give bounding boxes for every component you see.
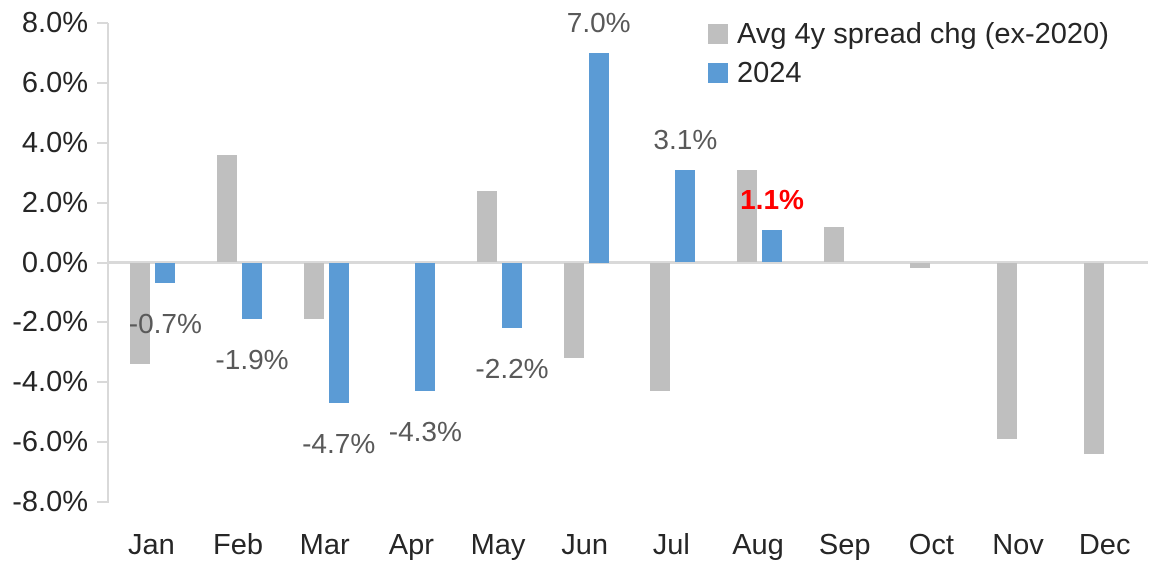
- bar-dec-avg-4y-spread-chg-ex-2020: [1083, 262, 1104, 455]
- y-tick-label-2-0: 2.0%: [21, 186, 88, 219]
- x-label-oct: Oct: [908, 529, 954, 561]
- y-tick-mark: [97, 81, 108, 84]
- bar-jan-2024: [155, 262, 176, 284]
- y-tick-label-4-0: 4.0%: [21, 126, 88, 159]
- bar-jan-avg-4y-spread-chg-ex-2020: [130, 262, 151, 365]
- data-label-jun: 7.0%: [566, 7, 631, 39]
- y-tick-mark: [97, 321, 108, 324]
- bar-jun-2024: [588, 52, 609, 263]
- x-label-jan: Jan: [127, 529, 175, 561]
- y-tick-mark: [97, 201, 108, 204]
- bar-jul-avg-4y-spread-chg-ex-2020: [650, 262, 671, 392]
- bar-may-avg-4y-spread-chg-ex-2020: [477, 190, 497, 263]
- bar-mar-2024: [328, 262, 349, 404]
- bar-nov-avg-4y-spread-chg-ex-2020: [997, 262, 1017, 440]
- data-label-mar: -4.7%: [302, 427, 376, 459]
- legend-item-2024: 2024: [708, 56, 802, 90]
- legend-item-avg-4y-spread-chg-ex-2020: Avg 4y spread chg (ex-2020): [708, 17, 1109, 51]
- data-label-apr: -4.3%: [388, 415, 462, 447]
- y-tick-label-8-0: -8.0%: [12, 486, 88, 518]
- x-label-feb: Feb: [213, 529, 263, 561]
- x-label-may: May: [470, 529, 526, 561]
- x-label-mar: Mar: [299, 529, 350, 561]
- y-tick-label-2-0: -2.0%: [12, 306, 88, 339]
- x-label-nov: Nov: [992, 529, 1044, 561]
- y-tick-label-8-0: 8.0%: [21, 7, 88, 39]
- bar-jul-2024: [675, 169, 696, 263]
- y-tick-label-4-0: -4.0%: [12, 366, 88, 399]
- bar-aug-avg-4y-spread-chg-ex-2020: [737, 169, 757, 263]
- bar-sep-avg-4y-spread-chg-ex-2020: [823, 226, 844, 263]
- x-label-sep: Sep: [818, 529, 871, 561]
- legend-label-2024: 2024: [737, 57, 802, 89]
- y-tick-mark: [97, 141, 108, 144]
- legend-swatch-avg-4y-spread-chg-ex-2020: [708, 24, 728, 44]
- y-tick-mark: [97, 441, 108, 444]
- y-tick-label-6-0: 6.0%: [21, 66, 88, 99]
- bar-feb-2024: [242, 262, 262, 320]
- bar-oct-avg-4y-spread-chg-ex-2020: [910, 262, 931, 269]
- legend-label-avg-4y-spread-chg-ex-2020: Avg 4y spread chg (ex-2020): [737, 18, 1109, 50]
- x-label-dec: Dec: [1078, 529, 1131, 561]
- y-tick-label-6-0: -6.0%: [12, 426, 88, 459]
- bar-aug-2024: [762, 229, 782, 263]
- zero-line: [108, 261, 1148, 264]
- y-tick-mark: [97, 261, 108, 264]
- bar-apr-2024: [415, 262, 436, 392]
- bar-jun-avg-4y-spread-chg-ex-2020: [563, 262, 584, 359]
- y-tick-mark: [97, 22, 108, 24]
- x-label-aug: Aug: [732, 529, 784, 561]
- data-label-jul: 3.1%: [653, 124, 718, 156]
- x-label-apr: Apr: [388, 529, 434, 561]
- data-label-feb: -1.9%: [215, 343, 289, 375]
- data-label-aug: 1.1%: [740, 184, 804, 216]
- data-label-may: -2.2%: [475, 352, 549, 384]
- x-label-jul: Jul: [652, 529, 690, 561]
- x-label-jun: Jun: [561, 529, 609, 561]
- y-tick-mark: [97, 381, 108, 384]
- bar-feb-avg-4y-spread-chg-ex-2020: [217, 154, 237, 263]
- bar-may-2024: [502, 262, 522, 329]
- data-label-jan: -0.7%: [128, 307, 202, 339]
- y-tick-mark: [97, 501, 108, 503]
- bar-mar-avg-4y-spread-chg-ex-2020: [303, 262, 324, 320]
- y-tick-label-0-0: 0.0%: [21, 246, 88, 279]
- legend-swatch-2024: [708, 63, 728, 83]
